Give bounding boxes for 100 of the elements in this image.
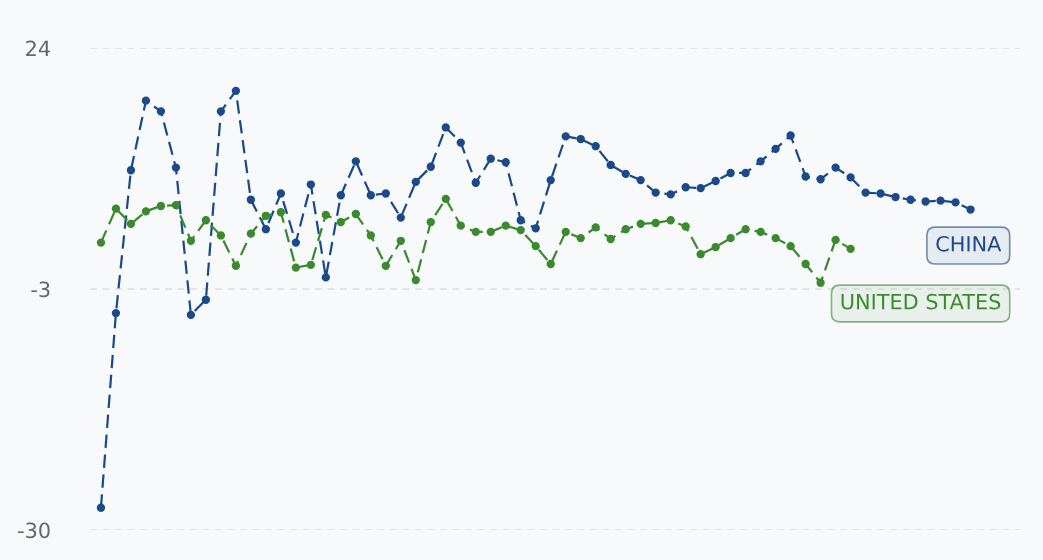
point	[246, 195, 256, 204]
point	[471, 227, 480, 237]
point	[681, 222, 690, 231]
y-tick-label: -3	[31, 281, 50, 298]
point	[816, 175, 825, 184]
point	[561, 132, 570, 141]
point	[141, 96, 151, 105]
point	[516, 216, 525, 225]
point	[906, 195, 915, 204]
point	[351, 157, 360, 166]
point	[396, 213, 405, 222]
point	[831, 163, 840, 172]
point	[456, 138, 465, 147]
point	[891, 192, 900, 202]
point	[621, 225, 630, 234]
point	[531, 241, 540, 251]
series-label: UNITED STATES	[841, 293, 1001, 310]
point	[366, 191, 375, 200]
point	[96, 238, 106, 247]
point	[486, 227, 495, 237]
point	[306, 260, 316, 270]
point	[816, 278, 825, 287]
point	[591, 142, 600, 151]
point	[831, 235, 840, 245]
point	[726, 168, 735, 178]
point	[741, 225, 750, 234]
y-tick-label: -30	[18, 522, 50, 539]
point	[336, 217, 345, 227]
point	[96, 503, 106, 512]
point	[216, 231, 226, 240]
point	[591, 223, 600, 232]
point	[276, 208, 286, 217]
point	[801, 259, 810, 269]
point	[126, 166, 136, 175]
point	[621, 169, 630, 179]
point	[456, 221, 465, 230]
point	[486, 154, 495, 163]
point	[921, 197, 930, 206]
point	[561, 227, 570, 237]
point	[516, 225, 525, 235]
point	[876, 189, 885, 198]
point	[666, 190, 675, 199]
point	[186, 310, 196, 320]
point	[606, 234, 615, 244]
point	[111, 308, 121, 318]
y-tick-label: 24	[26, 40, 50, 56]
point	[771, 233, 780, 243]
point	[471, 178, 480, 187]
point	[546, 175, 555, 185]
point	[936, 196, 945, 205]
point	[756, 157, 765, 166]
point	[441, 194, 450, 204]
point	[126, 219, 136, 229]
point	[216, 107, 226, 116]
point	[336, 191, 345, 200]
point	[111, 204, 121, 213]
point	[396, 236, 405, 245]
point	[951, 198, 960, 207]
point	[276, 189, 286, 198]
point	[771, 144, 780, 154]
point	[156, 107, 166, 116]
point	[426, 217, 435, 227]
point	[501, 221, 510, 230]
point	[636, 219, 645, 229]
point	[651, 218, 660, 228]
point	[306, 180, 316, 189]
point	[186, 236, 196, 245]
point	[261, 211, 271, 220]
point	[381, 261, 390, 270]
point	[351, 209, 360, 219]
point	[141, 207, 151, 216]
point	[246, 229, 256, 238]
point	[966, 205, 975, 214]
point	[861, 188, 870, 197]
point	[576, 233, 585, 243]
point	[711, 242, 720, 252]
point	[366, 231, 375, 240]
point	[546, 259, 555, 269]
point	[711, 176, 720, 186]
point	[201, 216, 211, 225]
point	[411, 275, 420, 285]
point	[231, 261, 241, 270]
point	[291, 238, 301, 247]
point	[756, 227, 765, 237]
point	[531, 224, 540, 233]
point	[441, 123, 450, 132]
point	[381, 189, 390, 198]
point	[726, 233, 735, 243]
point	[411, 177, 420, 187]
point	[426, 162, 435, 171]
point	[651, 188, 660, 197]
point	[156, 201, 166, 211]
point	[321, 210, 331, 220]
point	[846, 173, 855, 182]
point	[801, 172, 810, 181]
point	[786, 131, 795, 140]
point	[201, 295, 211, 304]
point	[606, 160, 615, 170]
point	[786, 241, 795, 251]
point	[846, 244, 855, 254]
